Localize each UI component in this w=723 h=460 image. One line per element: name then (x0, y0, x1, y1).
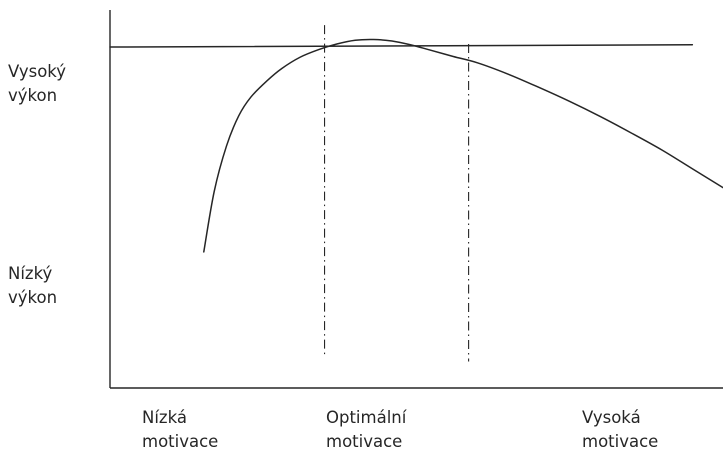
x-level-low-label: Nízká motivace (142, 406, 218, 454)
x-level-low-line2: motivace (142, 432, 219, 451)
y-level-high-label: Vysoký výkon (8, 60, 66, 108)
x-level-high-line2: motivace (582, 432, 659, 451)
reference-line (109, 44, 694, 48)
y-level-high-line2: výkon (8, 86, 58, 105)
x-level-optimal-line2: motivace (326, 432, 403, 451)
x-level-low-line1: Nízká (142, 408, 187, 427)
y-level-low-line1: Nízký (8, 264, 53, 283)
x-level-high-label: Vysoká motivace (582, 406, 658, 454)
y-level-high-line1: Vysoký (8, 62, 67, 81)
x-level-optimal-line1: Optimální (326, 408, 407, 427)
x-level-optimal-label: Optimální motivace (326, 406, 406, 454)
x-level-high-line1: Vysoká (582, 408, 641, 427)
y-level-low-label: Nízký výkon (8, 262, 57, 310)
y-level-low-line2: výkon (8, 288, 58, 307)
performance-line (203, 38, 723, 253)
